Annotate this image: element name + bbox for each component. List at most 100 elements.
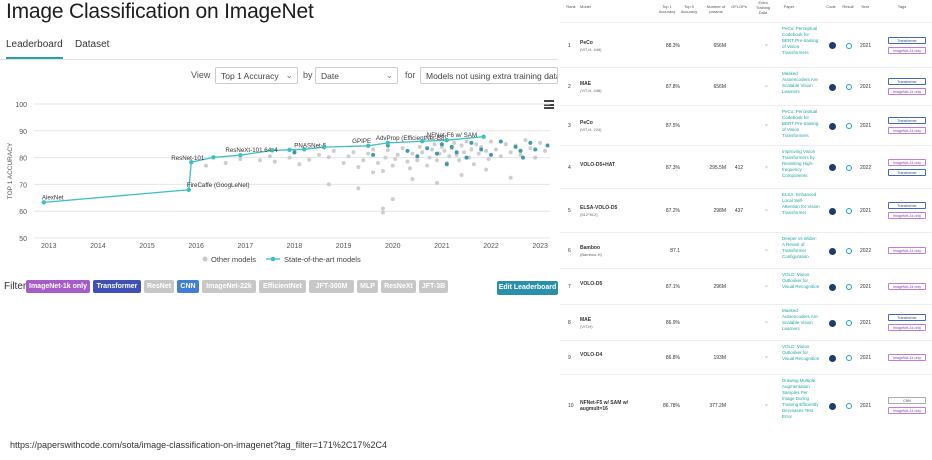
- other-model-point[interactable]: [447, 154, 452, 159]
- other-model-point[interactable]: [508, 175, 513, 180]
- other-model-point[interactable]: [258, 158, 263, 163]
- header-top5[interactable]: Top 5 Accuracy: [680, 4, 698, 14]
- model-name-cell[interactable]: VOLO-D5: [580, 281, 650, 287]
- result-link-icon[interactable]: [846, 248, 852, 254]
- other-model-point[interactable]: [346, 154, 351, 159]
- other-model-point[interactable]: [390, 197, 395, 202]
- table-row[interactable]: 9 VOLO-D4 86.8% 193M × VOLO: Vision Outlooker…: [560, 340, 932, 374]
- github-icon[interactable]: [829, 319, 836, 327]
- other-model-point[interactable]: [432, 142, 437, 147]
- paper-link[interactable]: VOLO: Vision Outlooker for Visual Recogn…: [782, 272, 820, 289]
- filter-chip[interactable]: ResNet: [144, 280, 174, 293]
- other-model-point[interactable]: [476, 151, 481, 156]
- result-link-icon[interactable]: [846, 123, 852, 129]
- paper-link[interactable]: Drawing Multiple Augmentation Samples Pe…: [782, 378, 819, 419]
- other-model-point[interactable]: [407, 166, 412, 171]
- tag-badge[interactable]: CNN: [888, 397, 926, 404]
- other-model-point[interactable]: [292, 150, 297, 155]
- model-name[interactable]: VOLO-D5: [580, 281, 603, 287]
- tag-badge[interactable]: Transformer: [888, 314, 926, 321]
- model-name[interactable]: VOLO-D4: [580, 352, 603, 358]
- result-link-icon[interactable]: [846, 284, 852, 290]
- model-name-cell[interactable]: PeCo (ViT-H, 224): [580, 120, 650, 132]
- other-model-point[interactable]: [471, 162, 476, 167]
- result-link-icon[interactable]: [846, 42, 852, 49]
- sota-point[interactable]: [287, 147, 292, 153]
- other-model-point[interactable]: [356, 164, 361, 169]
- other-model-point[interactable]: [489, 139, 494, 144]
- other-model-point[interactable]: [459, 143, 464, 148]
- result-link-icon[interactable]: [846, 208, 852, 214]
- table-row[interactable]: 1 PeCo (ViT-H, 448) 88.3% 656M × PeCo: Percept…: [560, 22, 932, 67]
- other-model-point[interactable]: [533, 155, 538, 160]
- other-model-point[interactable]: [469, 147, 474, 152]
- other-model-point[interactable]: [503, 142, 508, 147]
- github-icon[interactable]: [829, 122, 836, 130]
- model-filter-select[interactable]: Models not using extra training data ⌄: [420, 67, 558, 84]
- header-model[interactable]: Model: [580, 4, 591, 9]
- github-icon[interactable]: [829, 283, 836, 291]
- other-model-point[interactable]: [434, 181, 439, 186]
- paper-link[interactable]: Deeper vs Wider: A Revisit of Transforme…: [782, 236, 817, 259]
- sort-by-select[interactable]: Date ⌄: [315, 67, 398, 84]
- github-icon[interactable]: [829, 354, 836, 362]
- model-name[interactable]: MAE: [580, 317, 592, 323]
- other-model-point[interactable]: [393, 156, 398, 161]
- sota-point[interactable]: [365, 143, 371, 149]
- header-gflops[interactable]: GFLOPs: [731, 4, 747, 9]
- other-model-point[interactable]: [390, 163, 395, 168]
- other-model-point[interactable]: [267, 154, 272, 159]
- sota-point[interactable]: [481, 134, 486, 139]
- filter-chip[interactable]: Transformer: [93, 280, 141, 293]
- other-model-point[interactable]: [415, 158, 420, 163]
- other-model-point[interactable]: [545, 143, 550, 148]
- github-icon[interactable]: [829, 83, 836, 91]
- tag-badge[interactable]: ImageNet-1k only: [888, 212, 926, 219]
- other-model-point[interactable]: [430, 147, 435, 152]
- model-name[interactable]: MAE: [580, 81, 592, 87]
- model-name[interactable]: Bamboo: [580, 245, 600, 251]
- other-model-point[interactable]: [464, 139, 469, 144]
- other-model-point[interactable]: [427, 155, 432, 160]
- other-model-point[interactable]: [385, 148, 390, 153]
- metric-select[interactable]: Top 1 Accuracy ⌄: [215, 67, 298, 84]
- tag-badge[interactable]: Transformer: [888, 168, 926, 176]
- other-model-point[interactable]: [459, 173, 464, 178]
- tag-badge[interactable]: ImageNet-1k only: [888, 88, 926, 95]
- other-model-point[interactable]: [272, 159, 277, 164]
- github-icon[interactable]: [829, 207, 836, 215]
- other-model-point[interactable]: [518, 152, 523, 157]
- paper-link[interactable]: PeCo: Perceptual Codebook for BERT Pre-t…: [782, 109, 819, 138]
- other-model-point[interactable]: [341, 160, 346, 165]
- filter-chip[interactable]: EfficientNet: [259, 280, 306, 293]
- model-name-cell[interactable]: MAE (ViT-H): [580, 317, 650, 329]
- paper-link[interactable]: Improving Vision Transformers by Revisit…: [782, 149, 816, 178]
- other-model-point[interactable]: [420, 150, 425, 155]
- github-icon[interactable]: [829, 247, 836, 255]
- tag-badge[interactable]: ImageNet-1k only: [888, 158, 926, 166]
- other-model-point[interactable]: [449, 144, 454, 149]
- other-model-point[interactable]: [425, 146, 430, 151]
- sota-point[interactable]: [444, 137, 449, 143]
- github-icon[interactable]: [829, 402, 836, 410]
- model-name[interactable]: ELSA-VOLO-D5: [580, 205, 618, 211]
- other-model-point[interactable]: [425, 163, 430, 168]
- other-model-point[interactable]: [417, 144, 422, 149]
- tag-badge[interactable]: Transformer: [888, 202, 926, 209]
- other-model-point[interactable]: [331, 148, 336, 153]
- other-model-point[interactable]: [223, 160, 228, 165]
- other-model-point[interactable]: [508, 150, 513, 155]
- other-model-point[interactable]: [405, 148, 410, 153]
- header-rank[interactable]: Rank: [566, 4, 576, 9]
- github-icon[interactable]: [829, 164, 836, 171]
- filter-chip[interactable]: CNN: [177, 280, 199, 293]
- other-model-point[interactable]: [474, 142, 479, 147]
- other-model-point[interactable]: [528, 140, 533, 145]
- other-model-point[interactable]: [543, 148, 548, 153]
- other-model-point[interactable]: [307, 157, 312, 162]
- tag-badge[interactable]: Transformer: [888, 36, 926, 44]
- other-model-point[interactable]: [371, 152, 376, 157]
- edit-leaderboard-button[interactable]: Edit Leaderboard: [497, 281, 558, 295]
- other-model-point[interactable]: [434, 151, 439, 156]
- other-model-point[interactable]: [434, 158, 439, 163]
